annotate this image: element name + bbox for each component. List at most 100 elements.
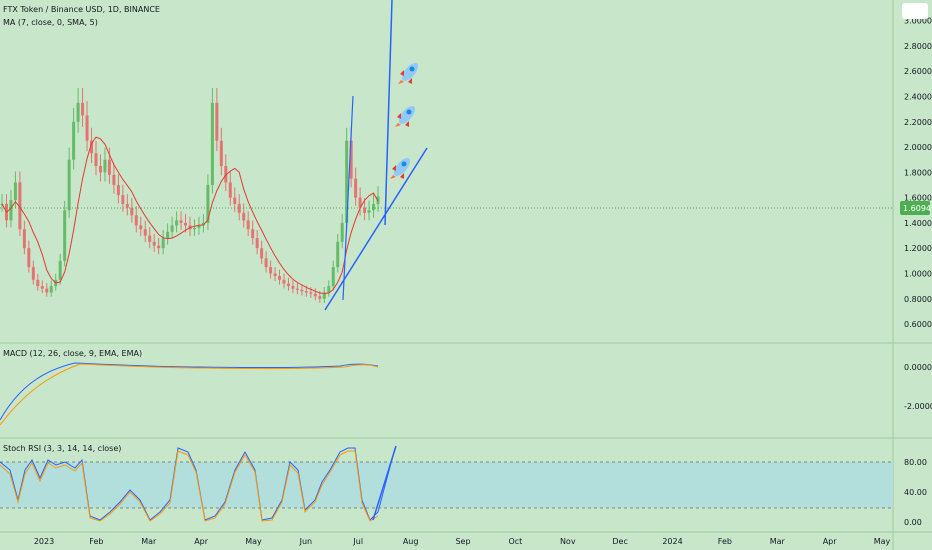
- price-tick: 1.0000: [904, 269, 932, 278]
- ma-legend: MA (7, close, 0, SMA, 5): [3, 18, 98, 27]
- stoch-tick: 0.00: [904, 518, 922, 527]
- candle-body: [67, 159, 71, 211]
- candle-body: [166, 231, 170, 239]
- time-tick: Nov: [560, 537, 576, 546]
- ma-layer: [1, 136, 379, 295]
- candle-body: [295, 288, 299, 290]
- rocket-icon: [395, 105, 416, 127]
- candle-body: [304, 291, 308, 293]
- price-tick: 1.6000: [904, 194, 932, 203]
- candle-body: [179, 220, 183, 223]
- candle-body: [90, 140, 94, 154]
- candle-body: [273, 273, 277, 276]
- candle-body: [76, 102, 80, 122]
- candle-body: [36, 279, 40, 287]
- candle-body: [327, 286, 331, 293]
- settings-button[interactable]: [902, 3, 928, 19]
- candle-body: [121, 195, 125, 204]
- stoch-band: [0, 462, 893, 508]
- candle-body: [206, 184, 210, 223]
- time-tick: Oct: [508, 537, 522, 546]
- time-tick: Mar: [141, 537, 157, 546]
- stoch-tick: 40.00: [904, 488, 927, 497]
- macd-tick: -2.0000: [904, 402, 932, 411]
- candle-body: [107, 159, 111, 175]
- price-tick: 1.4000: [904, 219, 932, 228]
- candle-body: [228, 182, 232, 198]
- candle-body: [81, 102, 85, 116]
- candle-body: [143, 229, 147, 236]
- candle-body: [282, 279, 286, 284]
- candle-body: [313, 293, 317, 297]
- candle-body: [58, 260, 62, 280]
- candle-body: [291, 286, 295, 289]
- candle-body: [130, 207, 134, 216]
- candle-body: [98, 166, 102, 173]
- price-tick: 2.4000: [904, 92, 932, 101]
- candle-body: [22, 229, 26, 249]
- candle-body: [215, 102, 219, 141]
- rocket-icon: [398, 62, 419, 84]
- time-tick: Jul: [352, 537, 363, 546]
- time-tick: May: [874, 537, 891, 546]
- candle-body: [18, 182, 22, 230]
- candle-body: [63, 210, 67, 261]
- candle-body: [224, 166, 228, 183]
- candle-body: [40, 286, 44, 289]
- candle-body: [309, 292, 313, 294]
- price-tick: 0.8000: [904, 295, 932, 304]
- candle-body: [197, 225, 201, 228]
- macd-tick: 0.0000: [904, 363, 932, 372]
- stoch-tick: 80.00: [904, 458, 927, 467]
- candle-body: [367, 210, 371, 213]
- time-tick: Aug: [403, 537, 419, 546]
- price-axis[interactable]: 3.0000 2.8000 2.6000 2.4000 2.2000 2.0000 1.80…: [904, 17, 932, 329]
- time-tick: Feb: [718, 537, 732, 546]
- macd-line: [0, 362, 379, 421]
- candle-body: [152, 241, 156, 246]
- candle-body: [219, 140, 223, 167]
- candle-body: [345, 140, 349, 223]
- time-tick: Jun: [299, 537, 313, 546]
- ma-line: [1, 136, 379, 295]
- price-tick: 2.6000: [904, 67, 932, 76]
- stoch-legend: Stoch RSI (3, 3, 14, 14, close): [3, 444, 121, 453]
- candle-body: [354, 178, 358, 198]
- candle-body: [340, 222, 344, 242]
- stoch-trendline: [372, 445, 397, 521]
- candle-body: [363, 207, 367, 213]
- price-tick: 1.2000: [904, 244, 932, 253]
- macd-legend: MACD (12, 26, close, 9, EMA, EMA): [3, 349, 142, 358]
- candle-body: [286, 283, 290, 287]
- price-tick: 2.2000: [904, 118, 932, 127]
- candle-body: [331, 267, 335, 287]
- time-tick: Apr: [194, 537, 209, 546]
- candle-body: [255, 238, 259, 249]
- candle-body: [45, 288, 49, 293]
- time-tick: May: [245, 537, 262, 546]
- candle-body: [372, 203, 376, 211]
- candle-body: [170, 225, 174, 232]
- candle-body: [125, 203, 129, 208]
- stoch-d-line: [0, 450, 379, 522]
- candle-body: [269, 267, 273, 274]
- time-axis[interactable]: 2023 Feb Mar Apr May Jun Jul Aug Sep Oct Nov Dec 202…: [34, 537, 891, 546]
- candle-body: [134, 215, 138, 226]
- candle-body: [85, 115, 89, 141]
- candle-body: [246, 220, 250, 230]
- candle-body: [278, 276, 282, 280]
- candles-layer: [0, 87, 380, 303]
- time-tick: Feb: [89, 537, 103, 546]
- candle-body: [49, 286, 53, 293]
- stoch-k-line: [0, 447, 396, 521]
- candle-body: [175, 220, 179, 226]
- candle-body: [161, 238, 165, 249]
- candle-body: [157, 245, 161, 249]
- candle-body: [251, 229, 255, 239]
- last-price-label: 1.6094: [903, 204, 931, 213]
- candle-body: [31, 267, 35, 280]
- candle-body: [260, 248, 264, 259]
- candle-body: [322, 292, 326, 299]
